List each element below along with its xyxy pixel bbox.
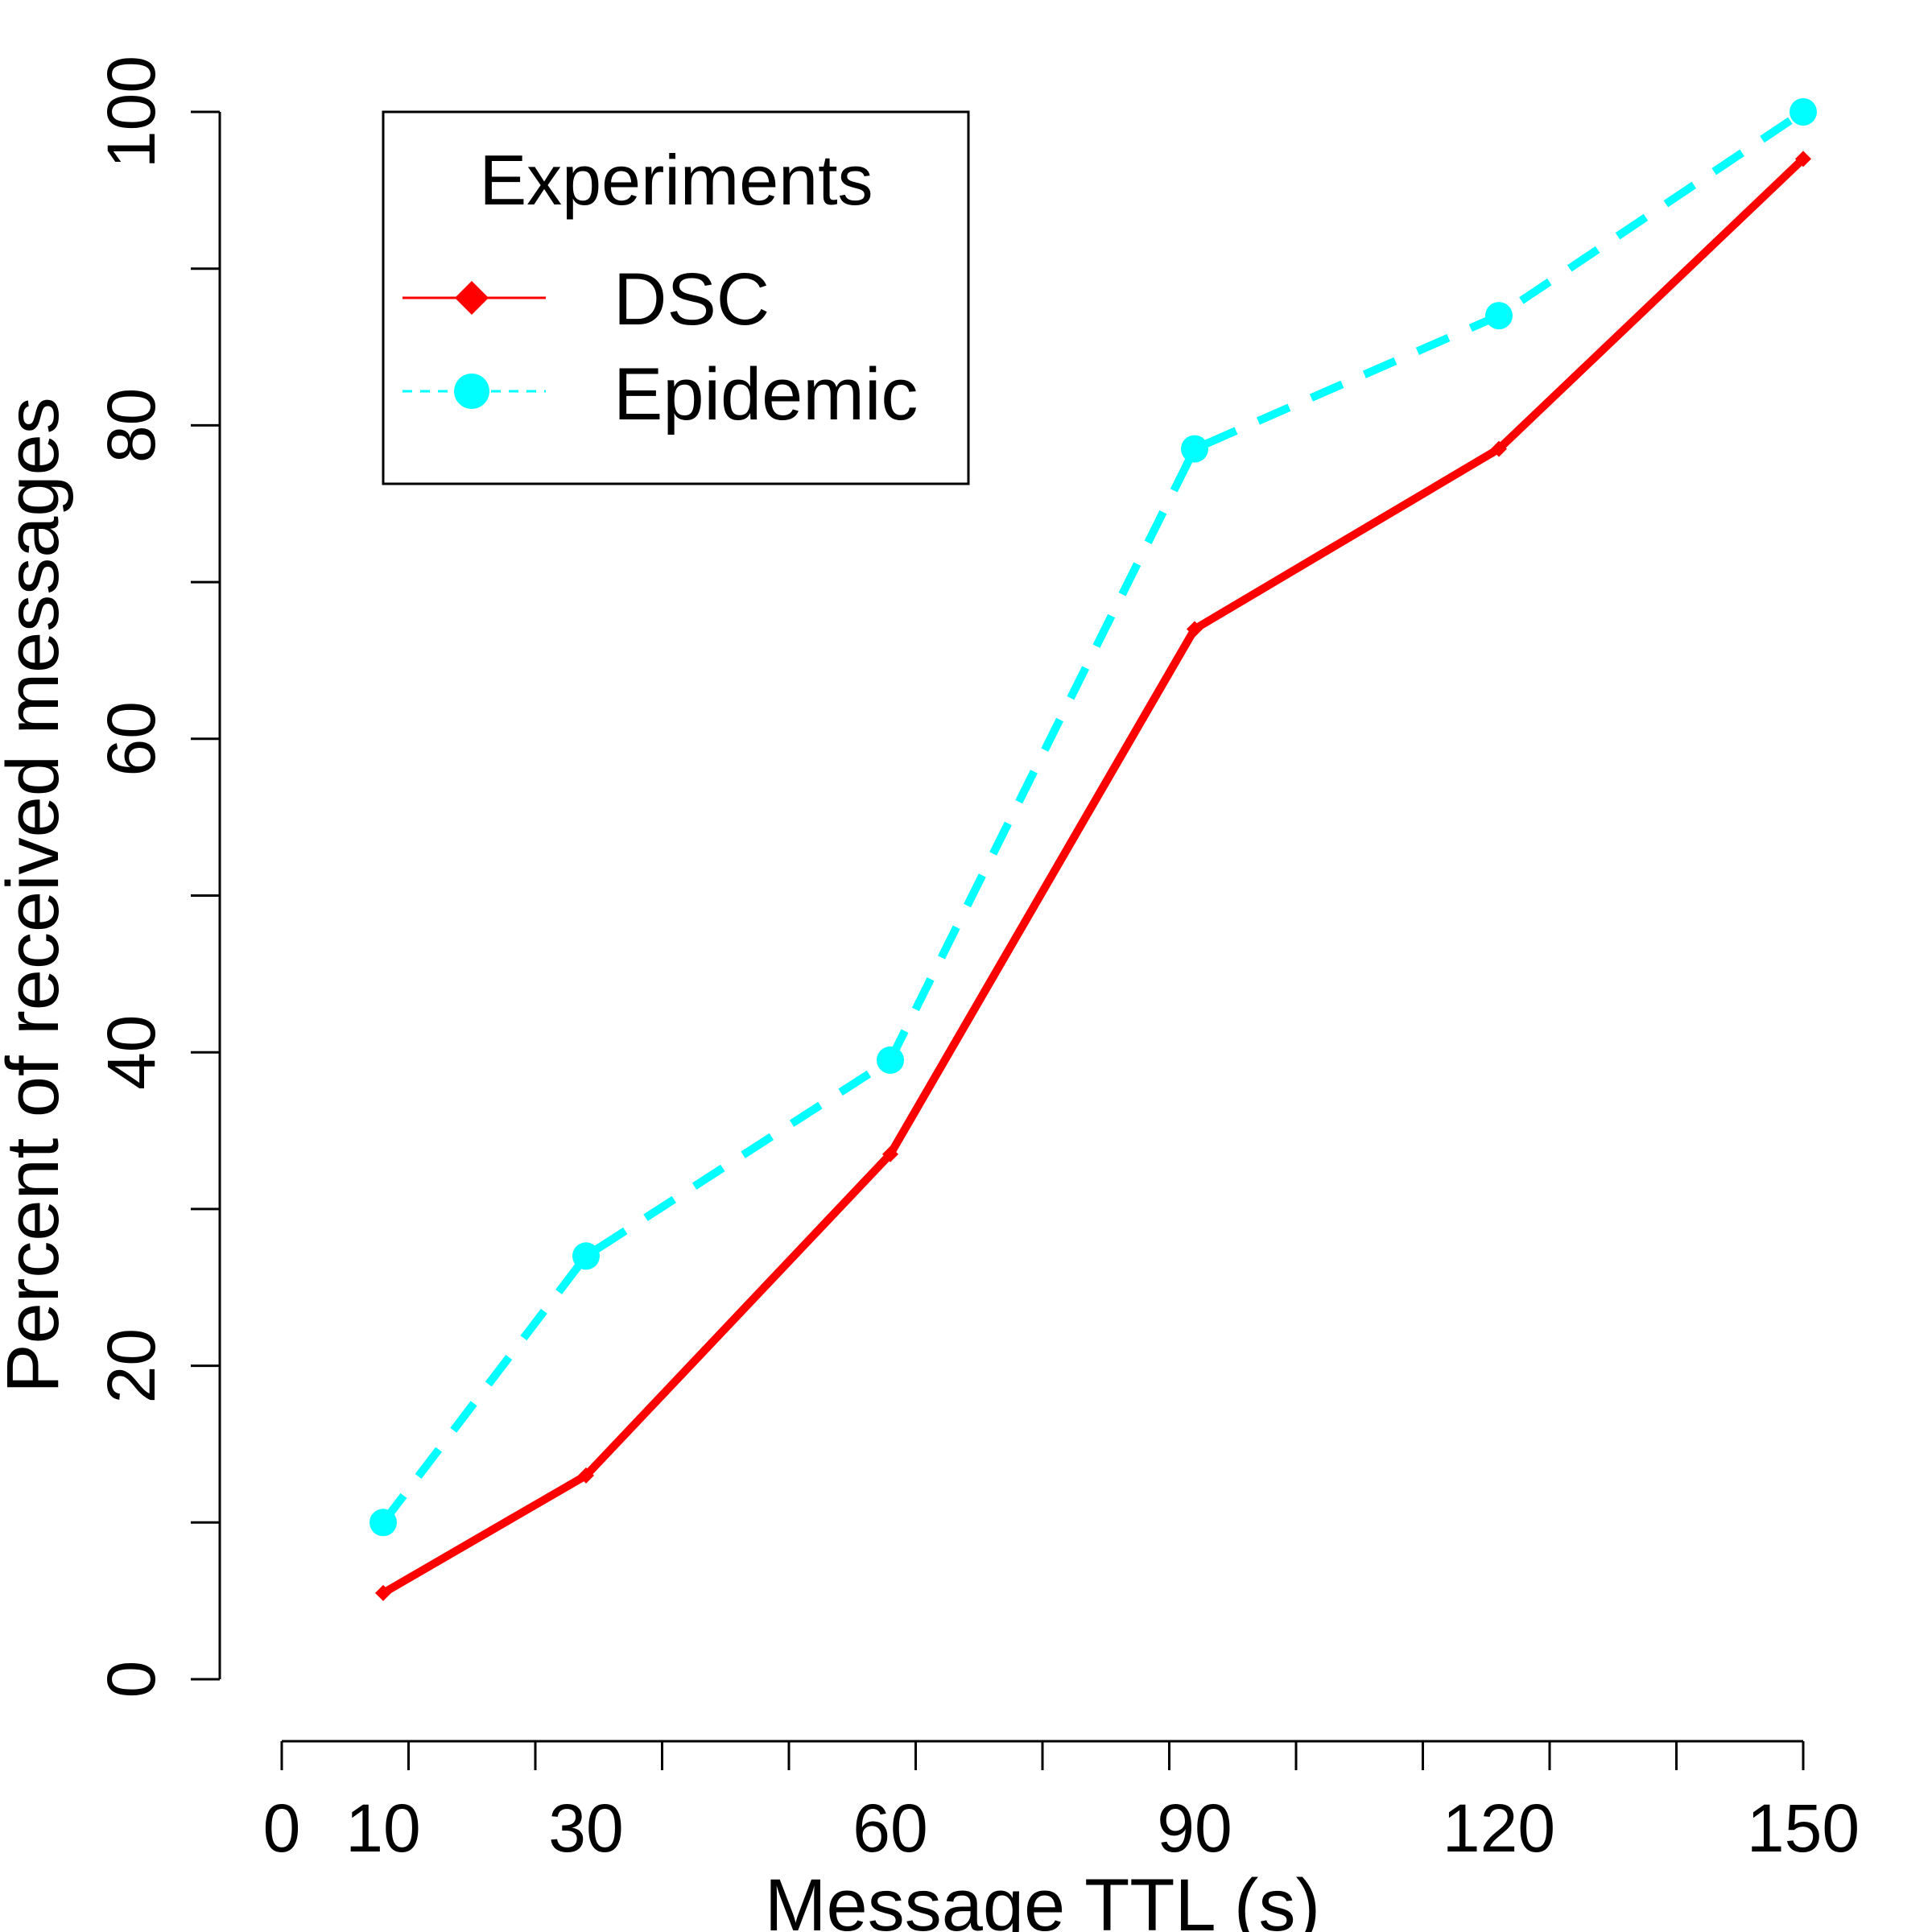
point-dsc	[578, 1467, 594, 1484]
point-epidemic	[1485, 302, 1513, 330]
legend-title: Experiments	[479, 140, 873, 220]
y-axis: 0 20 40 60 80 100	[93, 56, 221, 1699]
point-dsc	[1491, 440, 1507, 457]
point-epidemic	[1790, 98, 1817, 126]
x-axis-title: Message TTL (s)	[765, 1864, 1320, 1932]
legend-label-epidemic: Epidemic	[613, 353, 918, 436]
x-tick-label: 30	[548, 1790, 623, 1866]
y-tick-label: 0	[93, 1661, 169, 1699]
point-dsc	[1795, 151, 1811, 167]
point-epidemic	[369, 1509, 397, 1537]
x-axis: 0 10 30 60 90 120 150	[263, 1740, 1860, 1866]
y-axis-title: Percent of received messages	[0, 397, 74, 1393]
legend-marker-epidemic	[454, 374, 489, 409]
y-tick-label: 40	[93, 1014, 169, 1089]
point-dsc	[882, 1146, 898, 1162]
point-epidemic	[877, 1046, 904, 1074]
x-tick-label: 60	[852, 1790, 927, 1866]
x-tick-label: 120	[1443, 1790, 1555, 1866]
x-tick-label: 10	[345, 1790, 420, 1866]
y-tick-label: 20	[93, 1328, 169, 1403]
point-epidemic	[572, 1242, 600, 1270]
x-tick-label: 150	[1747, 1790, 1860, 1866]
series-line-dsc	[381, 155, 1806, 1597]
legend: Experiments DSC Epidemic	[382, 110, 970, 485]
x-tick-label: 0	[263, 1790, 301, 1866]
legend-label-dsc: DSC	[613, 258, 770, 341]
plot-area	[369, 98, 1817, 1601]
point-dsc	[375, 1584, 391, 1601]
y-tick-label: 80	[93, 388, 169, 463]
y-tick-label: 60	[93, 701, 169, 776]
point-dsc	[1187, 621, 1203, 638]
y-tick-label: 100	[93, 56, 169, 168]
point-epidemic	[1181, 435, 1208, 463]
legend-marker-dsc	[455, 281, 489, 315]
x-tick-label: 90	[1157, 1790, 1232, 1866]
